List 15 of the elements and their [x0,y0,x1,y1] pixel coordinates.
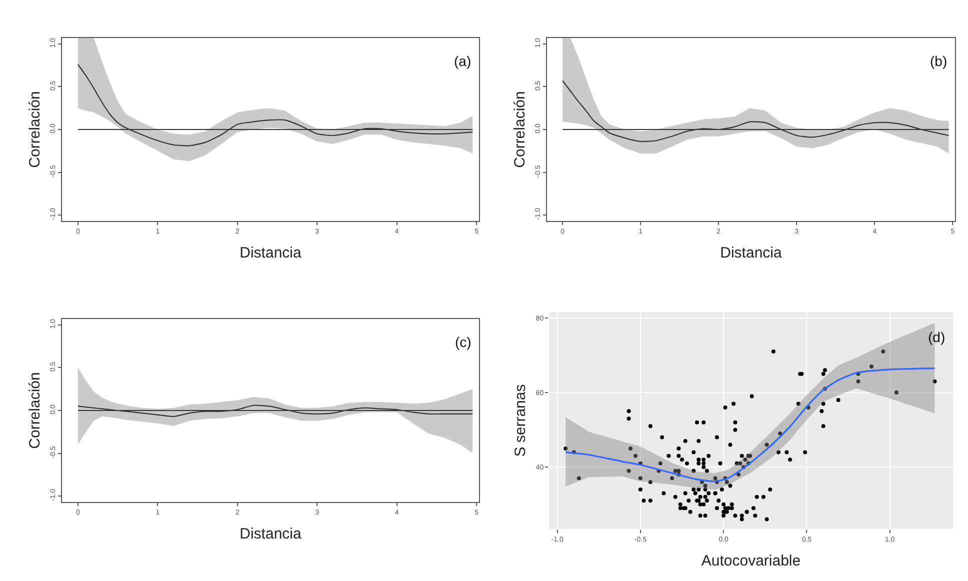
annotation: (c) [455,334,472,350]
y-axis-title: Correlación [26,372,44,449]
line-series [564,368,936,482]
annotation: (d) [928,329,946,345]
line-series [562,80,950,142]
x-axis-title: Distancia [240,244,302,262]
line-series [77,404,474,418]
y-axis-title: Correlación [511,91,528,168]
x-axis-title: Distancia [720,244,782,262]
y-axis-title: Correlación [26,91,44,168]
y-axis-title: S serranas [512,384,530,457]
x-axis-title: Autocovariable [701,552,801,570]
annotation: (a) [454,53,472,69]
annotation: (b) [930,53,948,69]
x-axis-title: Distancia [240,525,302,542]
